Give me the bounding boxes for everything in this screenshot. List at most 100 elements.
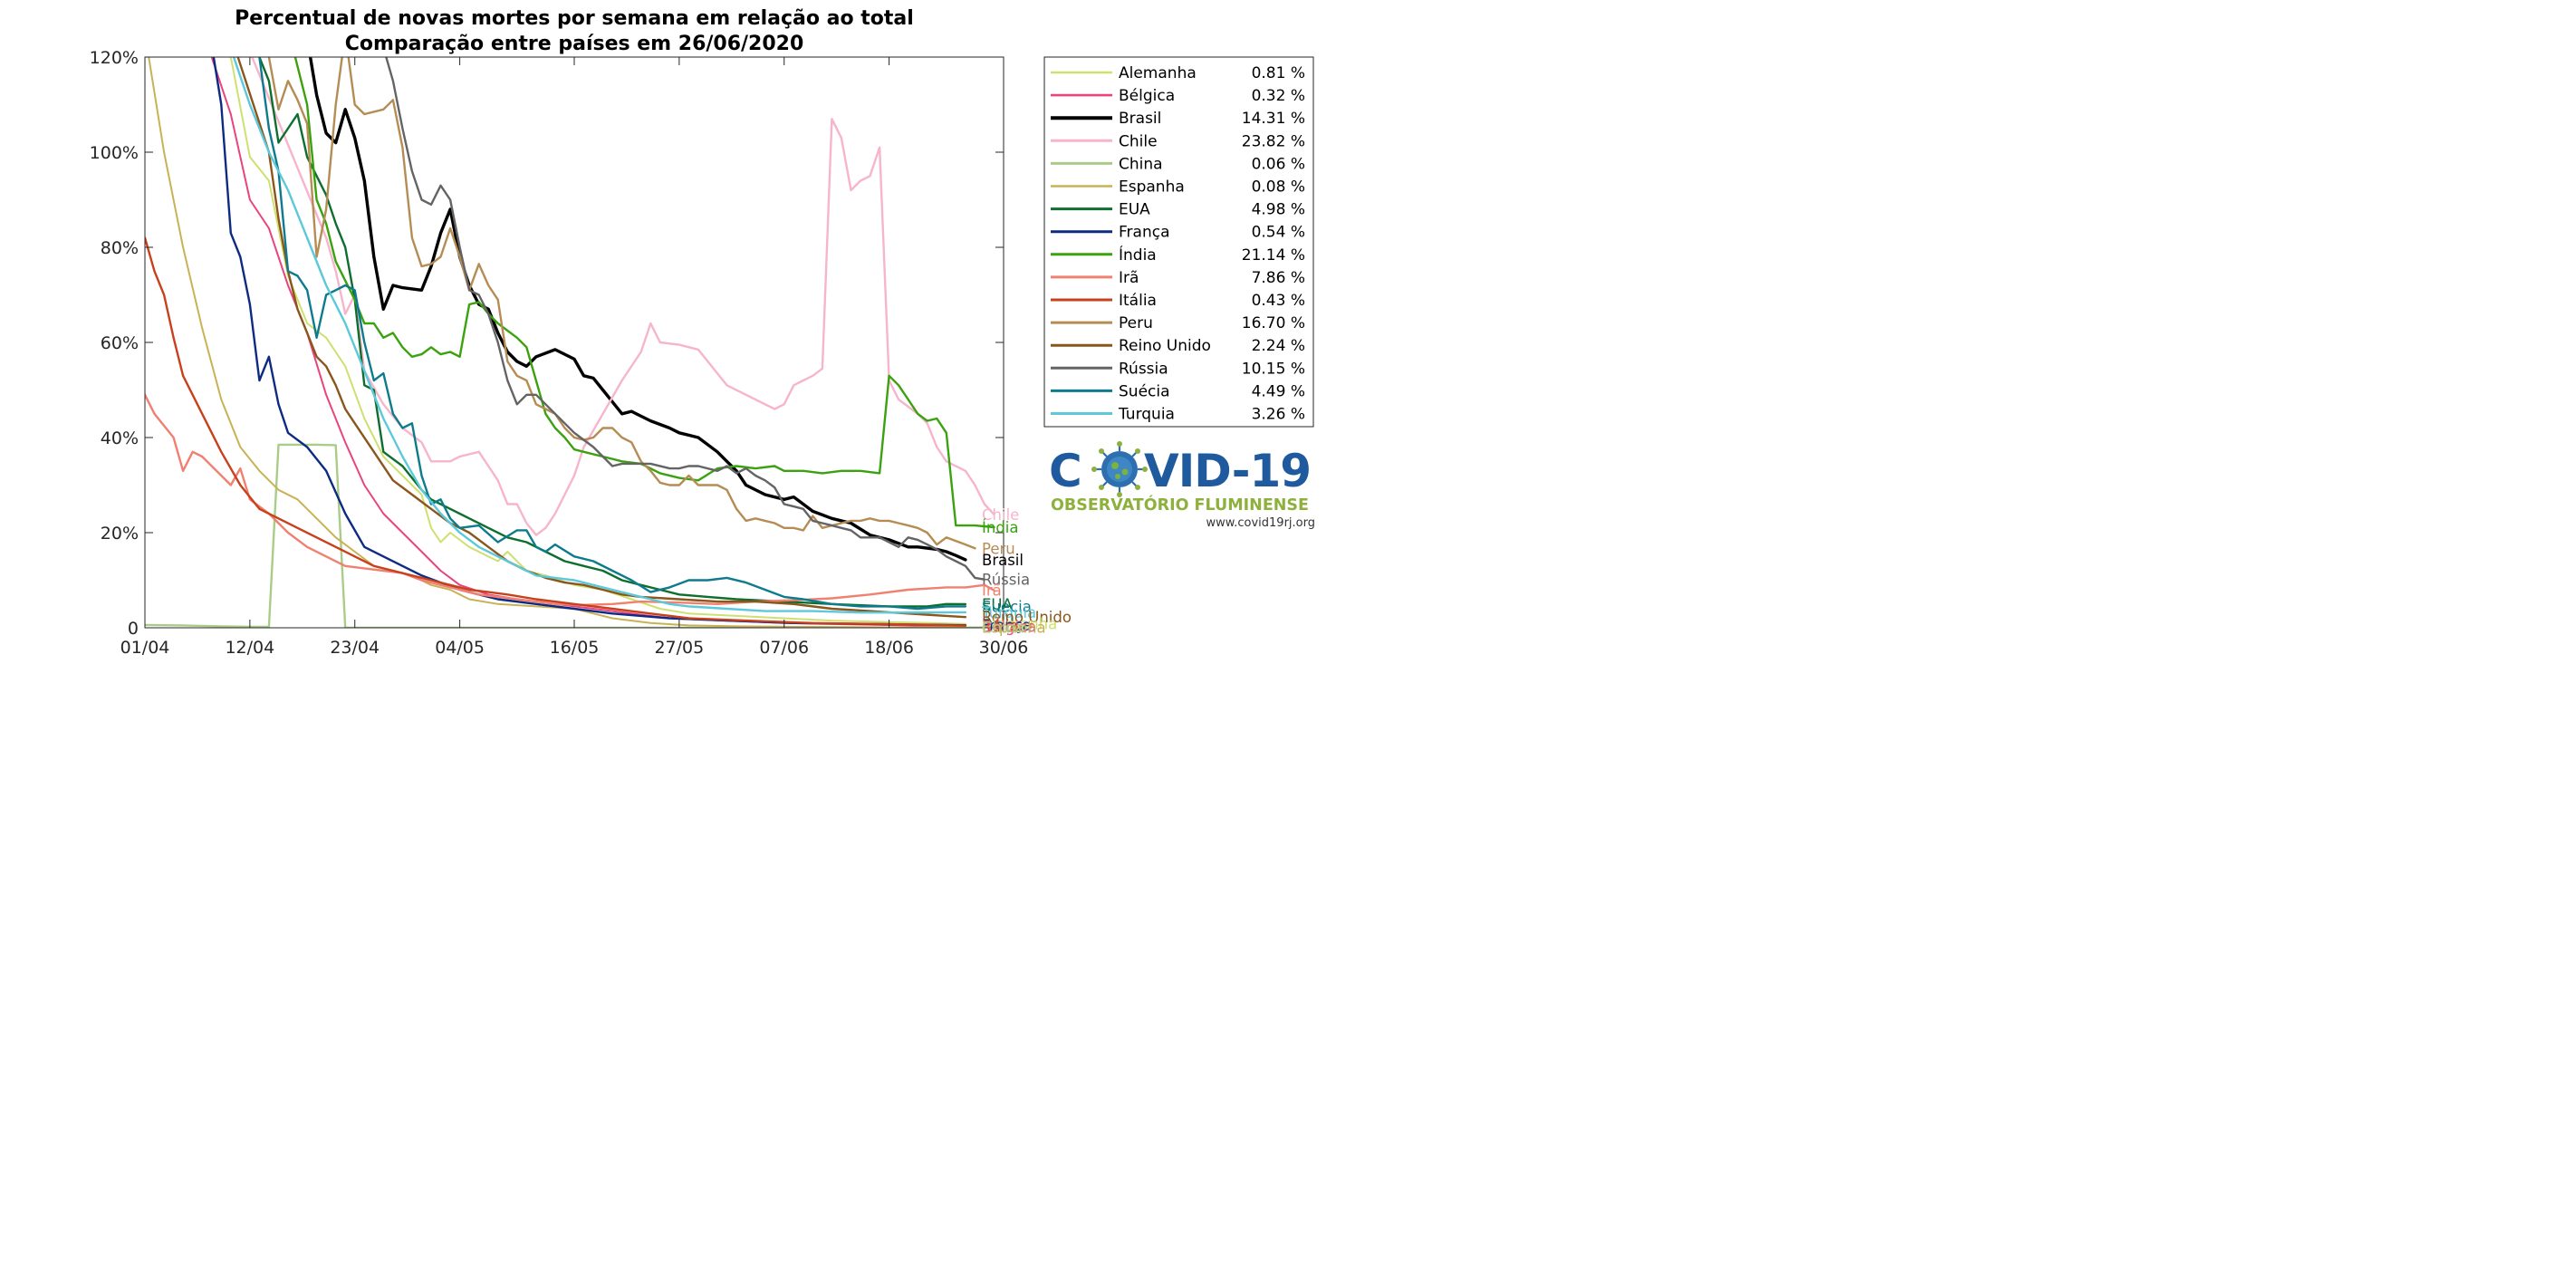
end-label-reino-unido: Reino Unido	[982, 609, 1072, 626]
legend-item-espanha: Espanha 0.08 %	[1051, 178, 1305, 197]
legend-value: 0.08 %	[1252, 178, 1305, 197]
x-tick-label: 16/05	[550, 638, 600, 658]
end-label-brasil: Brasil	[982, 552, 1024, 569]
series-line-italia	[145, 236, 967, 627]
end-label-belgica: Bélgica	[982, 618, 1036, 635]
legend-label: Chile	[1119, 132, 1158, 150]
legend-rows: Alemanha 0.81 % Bélgica 0.32 % Brasil 14.31 %…	[1051, 64, 1305, 424]
legend-label: Irã	[1119, 269, 1139, 287]
x-tick-label: 23/04	[330, 638, 380, 658]
end-label-peru: Peru	[982, 540, 1015, 557]
series-line-suecia	[258, 57, 967, 611]
series-line-franca	[212, 57, 967, 627]
legend-value: 0.54 %	[1252, 224, 1305, 242]
chart-title: Percentual de novas mortes por semana em…	[235, 7, 914, 30]
axes: 01/04 12/04 23/04 04/05 16/05 27/05 07/06 18/06…	[90, 48, 1029, 658]
legend-value: 0.32 %	[1252, 87, 1305, 105]
legend-value: 23.82 %	[1242, 132, 1305, 150]
legend-value: 10.15 %	[1242, 360, 1305, 378]
x-tick-label: 12/04	[225, 638, 274, 658]
x-tick-label: 01/04	[120, 638, 170, 658]
series-line-turquia	[232, 57, 967, 614]
end-label-turquia: Turquia	[981, 604, 1036, 621]
legend-item-reino-unido: Reino Unido 2.24 %	[1051, 337, 1305, 355]
end-label-franca: França	[982, 617, 1032, 634]
legend-value: 3.26 %	[1252, 406, 1305, 424]
legend-value: 4.98 %	[1252, 201, 1305, 219]
y-tick-label: 100%	[90, 143, 139, 163]
series-line-peru	[267, 57, 976, 550]
y-tick-label: 40%	[101, 428, 139, 448]
covid19-logo: C	[1049, 441, 1315, 530]
series-line-eua	[258, 57, 967, 608]
series-layer	[145, 57, 1004, 628]
legend-item-alemanha: Alemanha 0.81 %	[1051, 64, 1305, 82]
legend-item-turquia: Turquia 3.26 %	[1051, 406, 1305, 424]
legend-value: 14.31 %	[1242, 110, 1305, 128]
legend-item-brasil: Brasil 14.31 %	[1051, 110, 1305, 128]
series-line-brasil	[308, 57, 967, 562]
x-tick-label: 04/05	[435, 638, 485, 658]
legend: Alemanha 0.81 % Bélgica 0.32 % Brasil 14.31 %…	[1043, 56, 1314, 428]
legend-item-italia: Itália 0.43 %	[1051, 292, 1305, 310]
legend-item-india: Índia 21.14 %	[1051, 245, 1305, 265]
legend-item-china: China 0.06 %	[1051, 155, 1305, 173]
legend-value: 0.43 %	[1252, 292, 1305, 310]
legend-label: Espanha	[1119, 178, 1185, 197]
legend-value: 0.06 %	[1252, 155, 1305, 173]
logo-url: www.covid19rj.org	[1206, 516, 1315, 530]
legend-item-peru: Peru 16.70 %	[1051, 314, 1305, 332]
legend-value: 4.49 %	[1252, 382, 1305, 400]
legend-value: 16.70 %	[1242, 314, 1305, 332]
legend-item-belgica: Bélgica 0.32 %	[1051, 87, 1305, 105]
legend-value: 0.81 %	[1252, 64, 1305, 82]
series-line-india	[293, 57, 995, 529]
end-label-india: Índia	[982, 519, 1019, 536]
legend-label: Itália	[1119, 292, 1157, 310]
end-label-russia: Rússia	[982, 572, 1030, 589]
y-tick-label: 0	[128, 619, 139, 639]
legend-value: 2.24 %	[1252, 337, 1305, 355]
legend-label: Bélgica	[1119, 87, 1175, 105]
end-label-suecia: Suécia	[982, 598, 1032, 615]
end-label-china: China	[982, 620, 1024, 637]
x-tick-label: 27/05	[654, 638, 704, 658]
end-label-alemanha: Alemanha	[982, 616, 1057, 633]
legend-item-suecia: Suécia 4.49 %	[1051, 382, 1305, 400]
logo-subtitle: OBSERVATÓRIO FLUMINENSE	[1051, 495, 1309, 515]
legend-label: Peru	[1119, 314, 1153, 332]
x-tick-label: 30/06	[979, 638, 1029, 658]
y-tick-label: 20%	[101, 524, 139, 544]
legend-item-eua: EUA 4.98 %	[1051, 201, 1305, 219]
chart-subtitle: Comparação entre países em 26/06/2020	[345, 33, 804, 55]
series-line-russia	[385, 57, 986, 581]
legend-label: EUA	[1119, 201, 1150, 219]
legend-label: Suécia	[1119, 382, 1170, 400]
legend-label: Turquia	[1118, 406, 1175, 424]
series-line-china	[145, 443, 1004, 628]
legend-item-chile: Chile 23.82 %	[1051, 132, 1305, 150]
legend-item-russia: Rússia 10.15 %	[1051, 360, 1305, 378]
coronavirus-icon	[1091, 441, 1148, 497]
end-label-chile: Chile	[982, 506, 1019, 524]
legend-item-franca: França 0.54 %	[1051, 224, 1305, 242]
end-label-espanha: Espanha	[982, 620, 1046, 637]
legend-value: 21.14 %	[1242, 246, 1305, 265]
legend-label: Índia	[1119, 245, 1157, 265]
legend-value: 7.86 %	[1252, 269, 1305, 287]
x-tick-label: 18/06	[864, 638, 914, 658]
legend-label: Brasil	[1119, 110, 1161, 128]
y-tick-label: 120%	[90, 48, 139, 68]
series-line-alemanha	[229, 57, 966, 625]
legend-label: Rússia	[1119, 360, 1168, 378]
chart: Percentual de novas mortes por semana em…	[90, 7, 1315, 658]
y-tick-label: 60%	[101, 333, 139, 353]
end-label-eua: EUA	[982, 596, 1014, 613]
legend-label: China	[1119, 155, 1163, 173]
x-tick-label: 07/06	[759, 638, 809, 658]
logo-text-left: C	[1049, 445, 1081, 497]
legend-item-ira: Irã 7.86 %	[1051, 269, 1305, 287]
end-label-italia: Itália	[982, 618, 1019, 635]
series-line-reino-unido	[236, 57, 967, 619]
